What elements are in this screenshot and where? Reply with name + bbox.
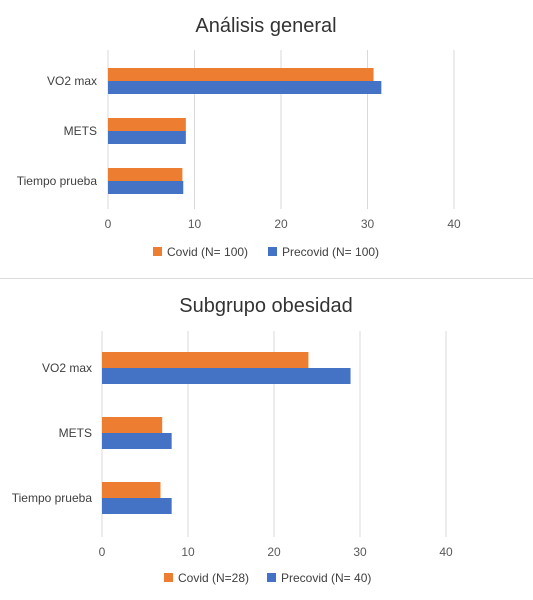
chart-title: Análisis general: [195, 15, 336, 37]
chart-analisis-general: Análisis general 0 10 20 30 40 VO2 max METS Tie…: [0, 0, 533, 278]
legend-label: Precovid (N= 40): [281, 571, 371, 585]
x-tick-label: 30: [361, 217, 375, 231]
legend-swatch: [164, 573, 173, 582]
x-tick-label: 10: [181, 545, 195, 559]
legend-label: Precovid (N= 100): [282, 245, 379, 259]
legend-swatch: [268, 247, 277, 256]
bar-precovid: [108, 131, 186, 144]
bar-precovid: [108, 181, 184, 194]
category-label: Tiempo prueba: [12, 491, 93, 505]
category-label: VO2 max: [42, 361, 92, 375]
legend-label: Covid (N= 100): [167, 245, 248, 259]
bar-covid: [102, 482, 161, 498]
x-tick-label: 40: [447, 217, 461, 231]
legend-swatch: [267, 573, 276, 582]
bar-precovid: [102, 433, 172, 449]
legend-label: Covid (N=28): [178, 571, 249, 585]
bar-precovid: [102, 368, 351, 384]
bar-precovid: [108, 81, 382, 94]
bar-covid: [102, 417, 163, 433]
chart-title: Subgrupo obesidad: [179, 295, 352, 317]
x-tick-label: 0: [99, 545, 106, 559]
chart-subgrupo-obesidad: Subgrupo obesidad 0 10 20 30 40 VO2 max METS Ti…: [0, 279, 533, 600]
x-tick-label: 0: [105, 217, 112, 231]
x-tick-label: 20: [267, 545, 281, 559]
category-label: METS: [64, 124, 97, 138]
bar-covid: [108, 118, 186, 131]
legend-swatch: [153, 247, 162, 256]
category-label: METS: [59, 426, 92, 440]
chart-svg-analisis-general: Análisis general 0 10 20 30 40 VO2 max METS Tie…: [17, 15, 461, 259]
x-tick-label: 10: [188, 217, 202, 231]
chart-svg-subgrupo-obesidad: Subgrupo obesidad 0 10 20 30 40 VO2 max METS Ti…: [12, 295, 453, 585]
x-tick-label: 40: [439, 545, 453, 559]
bar-covid: [102, 352, 309, 368]
bar-covid: [108, 68, 374, 81]
bar-precovid: [102, 498, 172, 514]
x-tick-label: 20: [274, 217, 288, 231]
x-tick-label: 30: [353, 545, 367, 559]
category-label: Tiempo prueba: [17, 174, 98, 188]
bar-covid: [108, 168, 183, 181]
chart-divider: [0, 278, 533, 279]
category-label: VO2 max: [47, 74, 97, 88]
